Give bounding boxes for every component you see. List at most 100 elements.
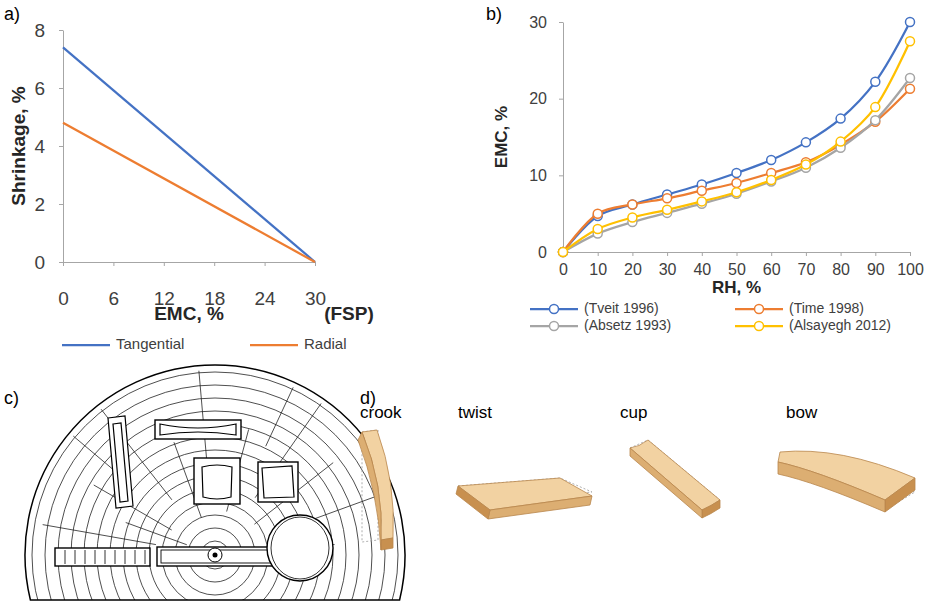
tick: 70 (798, 252, 816, 278)
warp-label: crook (360, 403, 402, 422)
board (155, 420, 241, 439)
warp-label: bow (786, 403, 818, 422)
tick: 10 (529, 167, 563, 184)
board (108, 416, 133, 508)
board-end (702, 500, 720, 518)
ring (58, 398, 372, 606)
marker (732, 179, 741, 188)
board (113, 423, 128, 502)
tick-mark (841, 252, 842, 256)
tick-mark (59, 204, 63, 205)
marker (663, 205, 672, 214)
tick-mark (667, 252, 668, 256)
axis-line (563, 23, 564, 253)
board (258, 462, 298, 502)
x-axis-title: RH, % (712, 278, 761, 297)
ring (149, 489, 281, 606)
dowel (271, 517, 329, 579)
marker (836, 137, 845, 146)
board-end (885, 478, 915, 512)
board-side (358, 432, 381, 550)
board (160, 424, 236, 435)
legend-label: (Tveit 1996) (584, 300, 659, 316)
ray (199, 371, 207, 466)
tick-label: 6 (109, 288, 120, 309)
tick-label: 100 (897, 261, 924, 278)
legend-swatch (62, 344, 110, 346)
tick: 90 (867, 252, 885, 278)
marker (871, 103, 880, 112)
tick: 40 (693, 252, 711, 278)
tick-label: 2 (34, 194, 45, 215)
tick-label: 20 (529, 90, 547, 107)
legend-label: (Absetz 1993) (584, 317, 671, 333)
tick-label: 0 (34, 252, 45, 273)
tick-mark (632, 252, 633, 256)
tick-label: 0 (538, 244, 547, 261)
board (262, 466, 294, 498)
tick: 100 (897, 252, 924, 278)
legend-item: (Alsayegh 2012) (735, 317, 891, 333)
tick-mark (598, 252, 599, 256)
board-side (488, 496, 592, 519)
marker (871, 77, 880, 86)
tick-mark (59, 88, 63, 89)
y-axis: 0102030 (529, 14, 563, 261)
board-face (630, 440, 720, 510)
marker (906, 73, 915, 82)
tick-label: 8 (34, 20, 45, 41)
y-axis-title: EMC, % (492, 106, 511, 168)
tick: 80 (832, 252, 850, 278)
legend-marker (550, 305, 559, 314)
tick: 6 (34, 78, 63, 99)
marker (559, 248, 568, 257)
tick: 30 (659, 252, 677, 278)
legend: (Tveit 1996)(Time 1998)(Absetz 1993)(Als… (530, 300, 891, 333)
warp-panel: crooktwistcupbow (358, 403, 915, 550)
tick: 2 (34, 194, 63, 215)
figure: a)b)c)d)061218243002468EMC, %Shrinkage, … (0, 0, 939, 606)
warp-label: twist (458, 403, 492, 422)
board-line (65, 550, 66, 564)
board (202, 465, 232, 499)
board-line (115, 550, 116, 564)
legend: TangentialRadial (62, 335, 347, 352)
pith (213, 553, 218, 558)
series-line (563, 78, 910, 252)
marker (559, 248, 568, 257)
board-line (85, 550, 86, 564)
marker (697, 197, 706, 206)
tick-label: 70 (798, 261, 816, 278)
legend-swatch (250, 344, 298, 346)
tick-mark (559, 175, 563, 176)
x-axis: 0102030405060708090100 (559, 252, 924, 278)
tick-label: 10 (589, 261, 607, 278)
marker (732, 169, 741, 178)
ray (94, 485, 172, 530)
original-outline (630, 440, 720, 510)
marker (836, 114, 845, 123)
ray (126, 523, 187, 545)
tick-mark (559, 22, 563, 23)
y-axis: 02468 (34, 20, 63, 273)
board-line (135, 550, 136, 564)
marker (628, 213, 637, 222)
dowel (267, 515, 333, 581)
board-line (75, 550, 76, 564)
tick: 8 (34, 20, 63, 41)
marker (906, 18, 915, 27)
series-line (63, 123, 315, 262)
marker (663, 194, 672, 203)
tick-mark (771, 252, 772, 256)
axis-line (63, 31, 64, 263)
tick: 20 (624, 252, 642, 278)
legend-label: Radial (304, 335, 347, 352)
tick: 60 (763, 252, 781, 278)
marker (697, 186, 706, 195)
tick: 6 (109, 262, 120, 309)
log-outline (25, 365, 405, 600)
plot-area (559, 18, 915, 257)
tick-label: 30 (659, 261, 677, 278)
marker (906, 37, 915, 46)
tick-mark (559, 99, 563, 100)
